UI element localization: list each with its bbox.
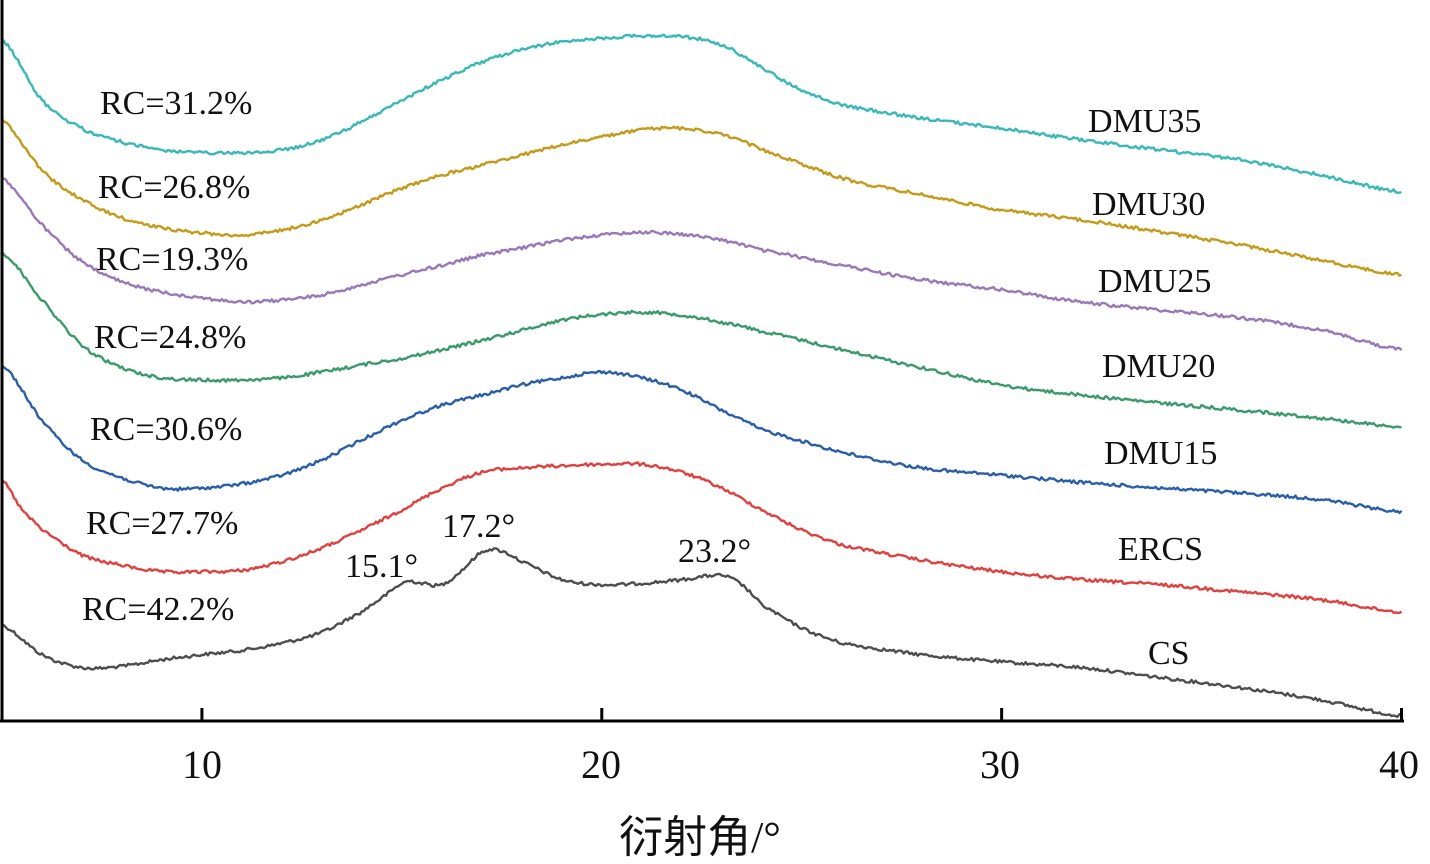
series-lines (1, 33, 1403, 718)
rc-label-dmu30: RC=26.8% (98, 169, 250, 206)
rc-label-dmu15: RC=30.6% (90, 411, 242, 448)
series-label-dmu20: DMU20 (1102, 348, 1215, 385)
rc-label-dmu25: RC=19.3% (96, 241, 248, 278)
peak-annotation: 23.2° (678, 533, 751, 570)
peak-annotation: 15.1° (345, 548, 418, 585)
series-label-dmu15: DMU15 (1104, 435, 1217, 472)
rc-label-cs: RC=42.2% (82, 591, 234, 628)
x-tick-label: 30 (980, 742, 1020, 787)
x-tick-label: 20 (581, 742, 621, 787)
x-axis-label: 衍射角/° (619, 813, 781, 862)
peak-annotation: 17.2° (442, 508, 515, 545)
series-label-dmu35: DMU35 (1088, 103, 1201, 140)
series-line-dmu30 (1, 118, 1402, 277)
rc-label-ercs: RC=27.7% (86, 505, 238, 542)
series-label-dmu30: DMU30 (1092, 186, 1205, 223)
series-label-dmu25: DMU25 (1098, 263, 1211, 300)
series-line-dmu20 (1, 251, 1402, 429)
rc-label-dmu20: RC=24.8% (94, 319, 246, 356)
rc-label-dmu35: RC=31.2% (100, 85, 252, 122)
x-tick-label: 40 (1379, 742, 1419, 787)
x-tick-label: 10 (182, 742, 222, 787)
series-line-dmu25 (1, 177, 1403, 352)
x-ticks (200, 708, 1403, 721)
series-line-dmu35 (1, 33, 1402, 194)
series-label-ercs: ERCS (1118, 531, 1203, 568)
series-line-ercs (1, 461, 1403, 615)
series-line-cs (1, 547, 1402, 718)
series-label-cs: CS (1148, 635, 1190, 672)
series-line-dmu15 (1, 364, 1403, 515)
